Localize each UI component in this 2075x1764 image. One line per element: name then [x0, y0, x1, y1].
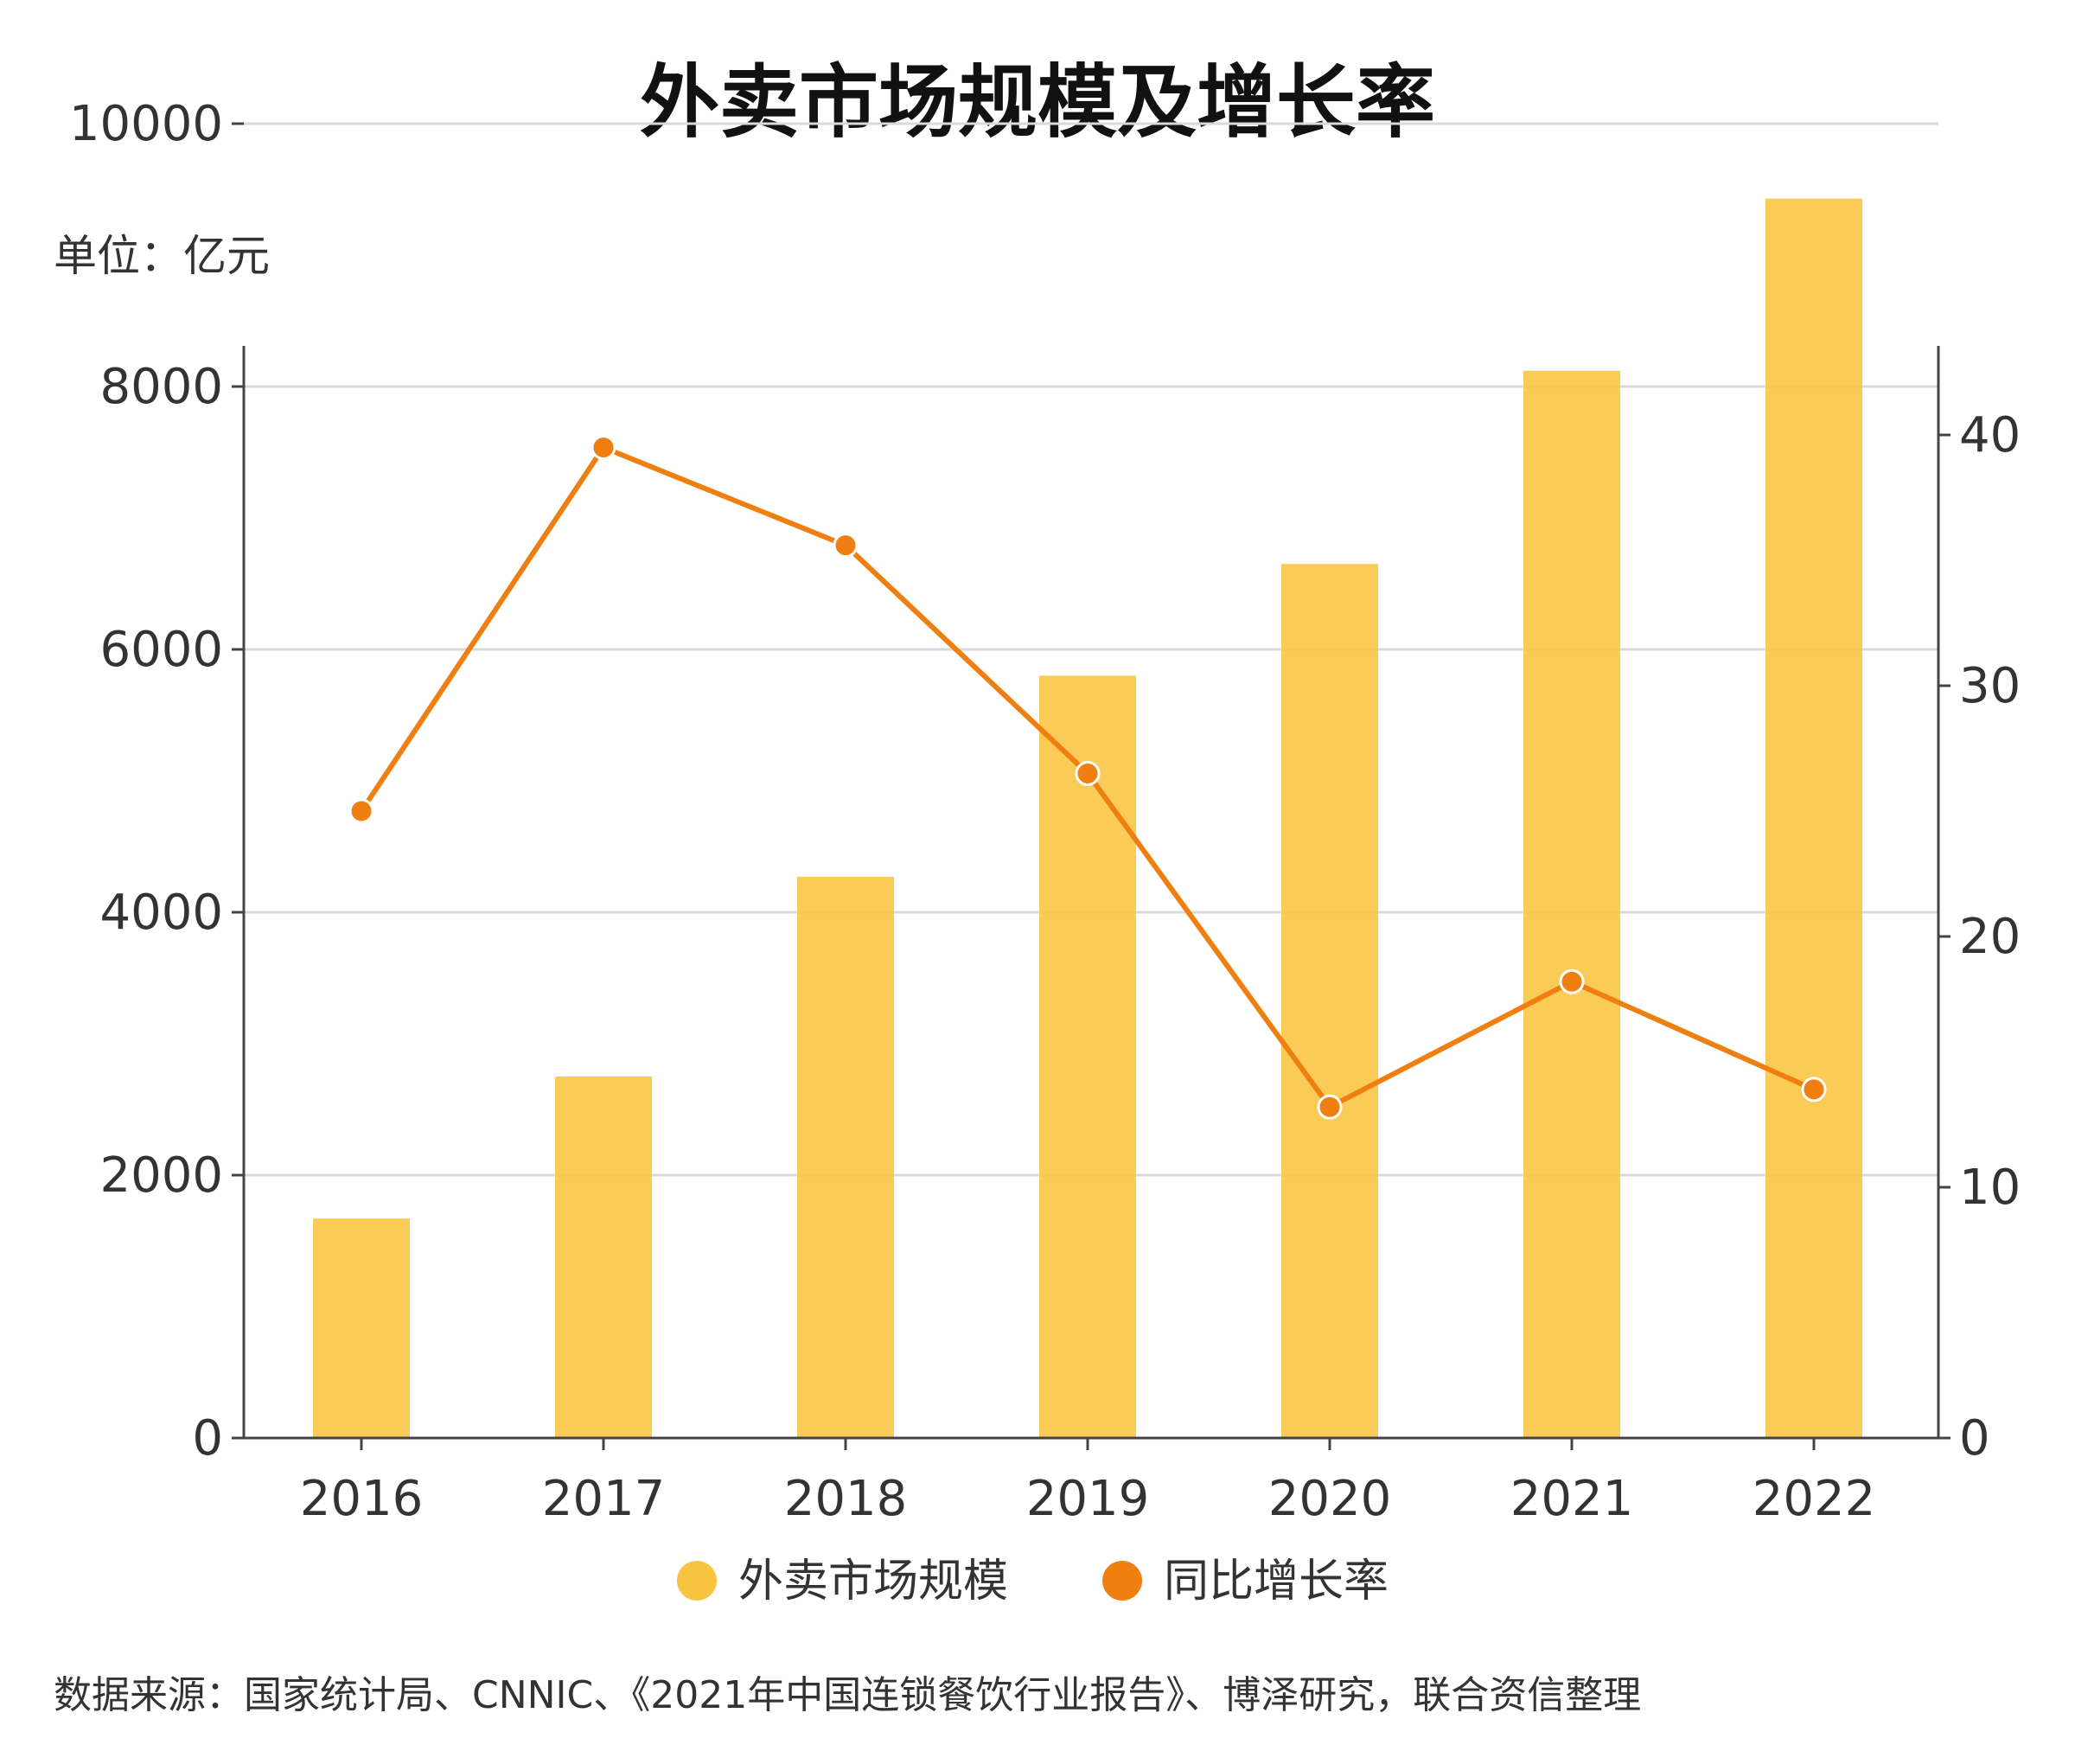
- line-point: [1075, 761, 1101, 786]
- line-point: [1801, 1077, 1827, 1102]
- legend-bar-marker: [677, 1561, 717, 1601]
- left-tick-label: 10000: [69, 96, 223, 152]
- legend-bar-label: 外卖市场规模: [738, 1556, 1008, 1607]
- x-tick-label: 2022: [1753, 1471, 1876, 1527]
- left-tick-label: 4000: [99, 885, 223, 941]
- right-tick-label: 0: [1959, 1410, 1990, 1467]
- axes: [242, 346, 1940, 1440]
- bar: [1765, 198, 1862, 1438]
- bar: [555, 1077, 652, 1438]
- gridlines: [244, 122, 1938, 1177]
- x-axis-ticks: 2016 2017 2018 2019 2020 2021 2022: [300, 1438, 1876, 1527]
- bar: [313, 1218, 410, 1438]
- unit-label: 单位：亿元: [54, 231, 270, 281]
- left-axis-ticks: 0 2000 4000 6000 8000 10000: [69, 96, 244, 1467]
- legend: 外卖市场规模 同比增长率: [677, 1556, 1389, 1607]
- line-point: [591, 435, 616, 460]
- right-tick-label: 30: [1959, 658, 2021, 714]
- left-tick-label: 0: [192, 1410, 223, 1467]
- bar-series: [313, 198, 1862, 1438]
- right-axis-ticks: 0 10 20 30 40: [1938, 407, 2021, 1467]
- left-tick-label: 6000: [99, 622, 223, 678]
- right-tick-label: 40: [1959, 407, 2021, 463]
- line-series: [348, 435, 1827, 1120]
- x-tick-label: 2016: [300, 1471, 424, 1527]
- line-point: [1317, 1094, 1343, 1120]
- bar: [1039, 675, 1136, 1438]
- x-tick-label: 2017: [542, 1471, 666, 1527]
- bar: [797, 876, 894, 1438]
- line-point: [348, 798, 374, 824]
- legend-line-label: 同比增长率: [1164, 1556, 1389, 1607]
- source-note: 数据来源：国家统计局、CNNIC、《2021年中国连锁餐饮行业报告》、博泽研究，…: [54, 1673, 1641, 1717]
- left-tick-label: 8000: [99, 359, 223, 415]
- bar: [1281, 564, 1378, 1438]
- line-point: [1559, 968, 1585, 994]
- legend-line-marker: [1102, 1561, 1142, 1601]
- line-point: [833, 533, 859, 559]
- x-tick-label: 2020: [1268, 1471, 1392, 1527]
- bar: [1523, 370, 1620, 1438]
- x-tick-label: 2021: [1510, 1471, 1634, 1527]
- right-tick-label: 10: [1959, 1160, 2021, 1216]
- x-tick-label: 2018: [784, 1471, 908, 1527]
- left-tick-label: 2000: [99, 1147, 223, 1204]
- x-tick-label: 2019: [1026, 1471, 1150, 1527]
- right-tick-label: 20: [1959, 909, 2021, 965]
- chart-title: 外卖市场规模及增长率: [640, 55, 1435, 149]
